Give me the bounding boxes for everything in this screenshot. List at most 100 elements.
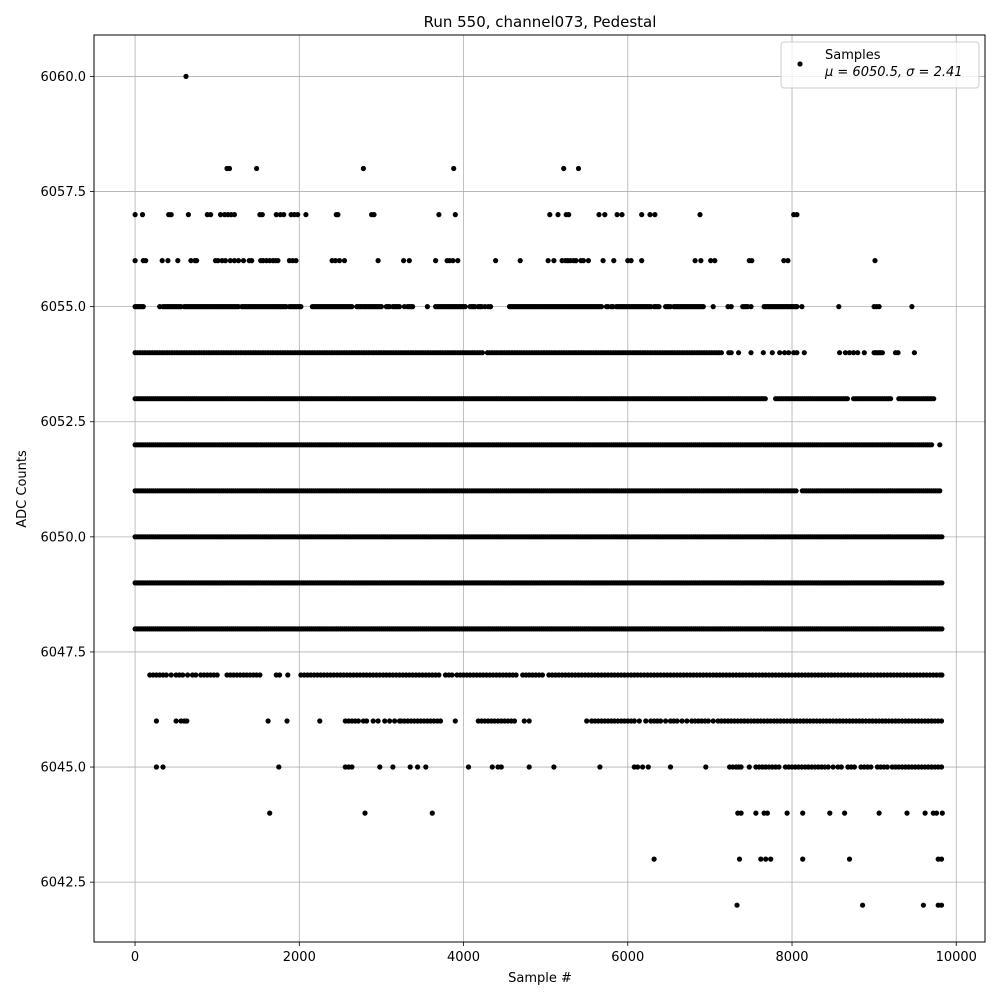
data-points <box>132 73 945 908</box>
sample-point <box>718 350 725 356</box>
sample-point <box>652 212 658 218</box>
sample-point <box>276 764 282 770</box>
sample-point <box>684 718 690 724</box>
sample-point <box>231 258 237 264</box>
sample-point <box>939 810 945 816</box>
sample-point <box>573 258 579 264</box>
sample-point <box>451 165 457 172</box>
sample-point <box>635 764 641 770</box>
sample-point <box>760 350 766 356</box>
sample-point <box>734 902 740 908</box>
sample-point <box>748 350 754 356</box>
sample-point <box>656 304 662 310</box>
sample-point <box>710 718 716 724</box>
sample-point <box>876 810 882 816</box>
sample-point <box>257 672 263 678</box>
y-tick-label: 6050.0 <box>41 530 87 545</box>
sample-point <box>153 718 159 724</box>
sample-point <box>663 718 669 724</box>
sample-point <box>748 304 754 310</box>
y-tick-label: 6060.0 <box>41 70 87 85</box>
sample-point <box>584 718 590 724</box>
sample-point <box>215 258 221 264</box>
sample-point <box>462 304 468 310</box>
sample-point <box>782 350 788 356</box>
sample-point <box>424 304 430 310</box>
sample-point <box>846 350 853 356</box>
sample-point <box>193 672 199 678</box>
sample-point <box>551 258 557 264</box>
sample-point <box>188 258 194 264</box>
sample-point <box>436 672 442 678</box>
sample-point <box>259 212 265 218</box>
sample-point <box>493 258 499 264</box>
sample-point <box>275 258 281 264</box>
sample-point <box>851 764 858 770</box>
sample-point <box>777 350 783 356</box>
sample-point <box>450 258 456 264</box>
sample-point <box>231 212 237 218</box>
sample-point <box>844 396 851 402</box>
sample-point <box>836 304 842 310</box>
sample-point <box>640 764 646 770</box>
sample-point <box>160 764 166 770</box>
sample-point <box>837 350 843 356</box>
sample-point <box>939 626 945 632</box>
plot-frame <box>93 34 986 943</box>
sample-point <box>341 258 348 264</box>
sample-point <box>284 718 290 724</box>
sample-point <box>639 258 645 264</box>
sample-point <box>674 718 680 724</box>
y-axis-label: ADC Counts <box>15 450 30 528</box>
y-tick-label: 6045.0 <box>41 761 87 776</box>
legend-entry-stats: μ = 6050.5, σ = 2.41 <box>824 65 963 80</box>
sample-point <box>846 856 853 862</box>
sample-point <box>619 212 625 218</box>
sample-point <box>222 258 228 264</box>
legend-marker <box>797 61 803 67</box>
x-tick-label: 10000 <box>936 950 977 965</box>
sample-point <box>842 810 848 816</box>
sample-point <box>825 764 831 770</box>
sample-point <box>827 810 833 816</box>
x-tick-label: 0 <box>131 950 139 965</box>
sample-point <box>929 442 935 448</box>
sample-point <box>449 672 455 678</box>
sample-point <box>526 764 532 770</box>
sample-point <box>785 258 791 264</box>
sample-point <box>335 212 341 218</box>
sample-point <box>614 212 620 218</box>
sample-point <box>392 718 398 724</box>
sample-point <box>895 350 901 356</box>
sample-point <box>738 764 744 770</box>
sample-point <box>939 534 945 540</box>
sample-point <box>165 258 171 264</box>
sample-point <box>185 672 191 678</box>
sample-point <box>139 212 146 218</box>
sample-point <box>429 810 435 816</box>
sample-point <box>566 212 572 218</box>
sample-point <box>838 764 844 770</box>
sample-point <box>658 718 664 724</box>
sample-point <box>561 165 567 172</box>
sample-point <box>736 350 742 356</box>
sample-point <box>465 764 472 770</box>
sample-point <box>598 304 605 310</box>
sample-point <box>378 304 384 310</box>
sample-point <box>273 212 279 218</box>
sample-point <box>355 718 361 724</box>
legend-entry-series: Samples <box>825 48 881 63</box>
sample-point <box>758 856 764 862</box>
y-tick-label: 6057.5 <box>41 185 87 200</box>
sample-point <box>909 304 915 310</box>
legend-box <box>780 41 980 89</box>
sample-point <box>781 258 787 264</box>
sample-point <box>872 258 878 264</box>
sample-point <box>281 212 287 218</box>
sample-point <box>382 718 388 724</box>
sample-point <box>479 350 485 356</box>
y-tick-label: 6052.5 <box>41 415 87 430</box>
sample-point <box>364 718 370 724</box>
sample-point <box>401 258 407 264</box>
